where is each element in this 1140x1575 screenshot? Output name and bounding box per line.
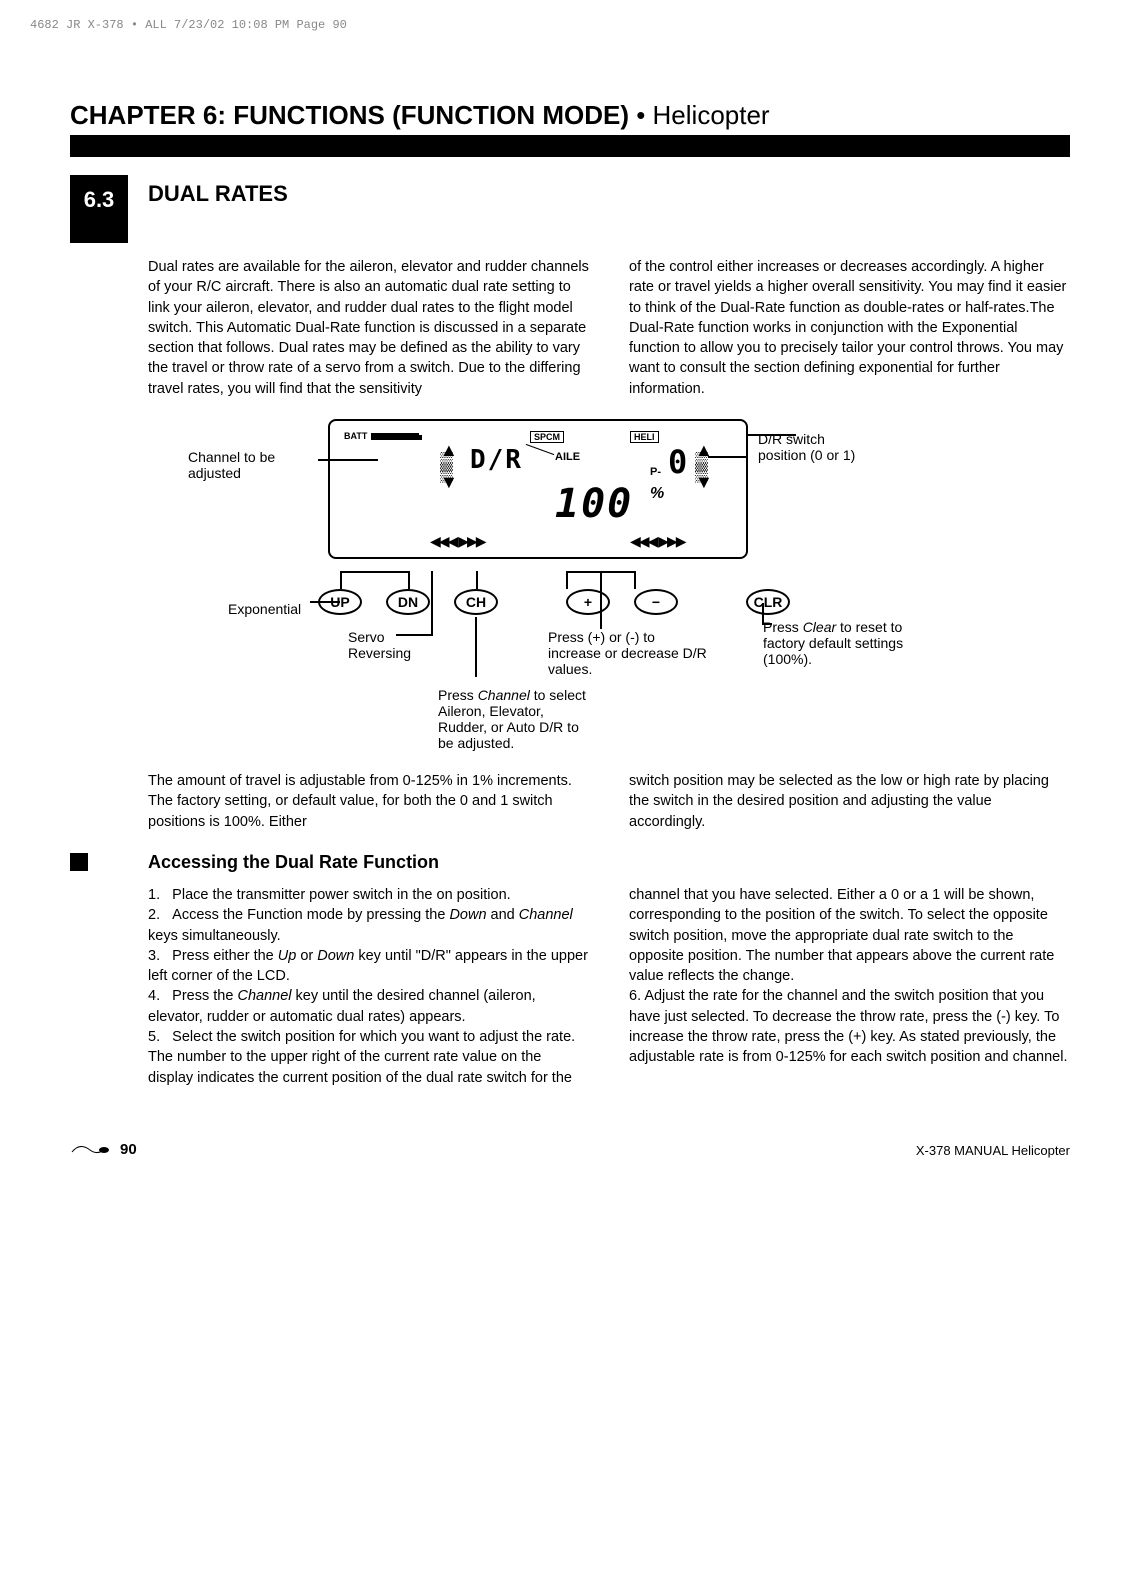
steps-right: channel that you have selected. Either a…	[629, 885, 1070, 1088]
lcd-diagram: Channel to be adjusted BATT SPCM HELI D/…	[188, 419, 1070, 751]
clr-desc: Press Clear to reset to factory default …	[763, 619, 913, 667]
lcd-right-label: D/R switchposition (0 or 1)	[758, 419, 908, 463]
lcd-percent: %	[650, 485, 664, 503]
minus-button[interactable]: −	[634, 589, 678, 615]
title-bar	[70, 135, 1070, 157]
intro-left: Dual rates are available for the aileron…	[148, 257, 589, 399]
intro-right: of the control either increases or decre…	[629, 257, 1070, 399]
subsection-marker	[70, 853, 88, 871]
lcd-heli-label: HELI	[630, 431, 659, 443]
section-number: 6.3	[70, 175, 128, 243]
page-footer: 90 X-378 MANUAL Helicopter	[70, 1138, 1070, 1158]
section-title: DUAL RATES	[148, 175, 288, 207]
lcd-zero: 0	[668, 443, 687, 481]
page-number: 90	[120, 1141, 137, 1158]
lcd-left-label: Channel to be adjusted	[188, 419, 318, 481]
swirl-icon	[70, 1138, 110, 1158]
dn-button[interactable]: DN	[386, 589, 430, 615]
mid-right: switch position may be selected as the l…	[629, 771, 1070, 832]
footer-doc-name: X-378 MANUAL Helicopter	[916, 1143, 1070, 1158]
lcd-screen: BATT SPCM HELI D/R AILE P- 0 100 % ▲▒▒▼ …	[328, 419, 748, 559]
exponential-label: Exponential	[228, 601, 301, 617]
lcd-hundred: 100	[555, 481, 633, 527]
lcd-spcm-label: SPCM	[530, 431, 564, 443]
lcd-batt-label: BATT	[344, 431, 419, 441]
subsection-title: Accessing the Dual Rate Function	[148, 852, 439, 873]
steps-left: 1. Place the transmitter power switch in…	[148, 885, 589, 1088]
lcd-p-text: P-	[650, 466, 661, 478]
lcd-aile-text: AILE	[555, 451, 580, 463]
pm-desc: Press (+) or (-) to increase or decrease…	[548, 629, 708, 677]
mid-text: The amount of travel is adjustable from …	[148, 771, 1070, 832]
chapter-prefix: CHAPTER 6: FUNCTIONS (FUNCTION MODE)	[70, 100, 629, 130]
clr-button[interactable]: CLR	[746, 589, 790, 615]
intro-text: Dual rates are available for the aileron…	[148, 257, 1070, 399]
plus-button[interactable]: +	[566, 589, 610, 615]
ch-button[interactable]: CH	[454, 589, 498, 615]
ch-desc: Press Channel to select Aileron, Elevato…	[438, 687, 588, 751]
chapter-title: CHAPTER 6: FUNCTIONS (FUNCTION MODE) • H…	[70, 100, 1070, 131]
mid-left: The amount of travel is adjustable from …	[148, 771, 589, 832]
chapter-suffix: • Helicopter	[629, 100, 770, 130]
steps-text: 1. Place the transmitter power switch in…	[148, 885, 1070, 1088]
print-header: 4682 JR X-378 • ALL 7/23/02 10:08 PM Pag…	[30, 18, 347, 32]
button-row: UP DN CH + − CLR Exponential ServoRever	[318, 589, 1070, 677]
lcd-dr-text: D/R	[470, 445, 523, 475]
